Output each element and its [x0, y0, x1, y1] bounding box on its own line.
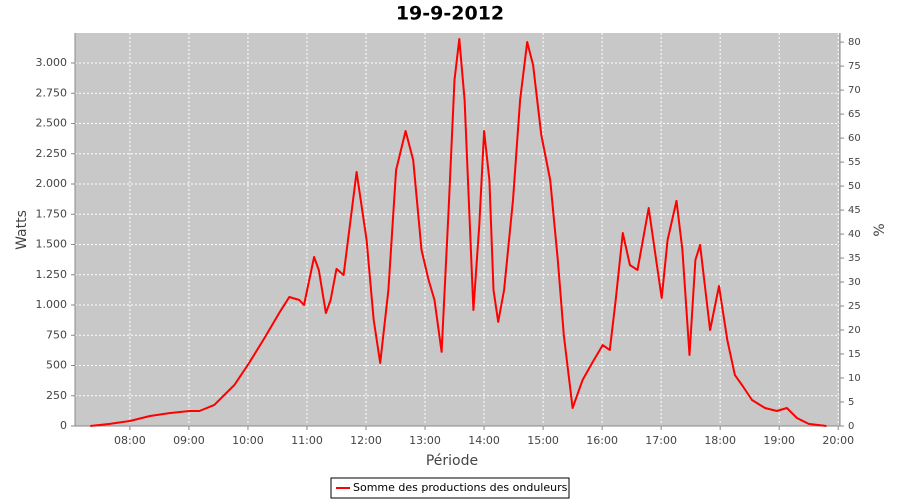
y-tick-label: 0 — [60, 419, 67, 432]
x-tick-label: 08:00 — [114, 434, 146, 447]
x-tick-label: 10:00 — [232, 434, 264, 447]
y2-tick-label: 0 — [848, 421, 854, 432]
y-tick-label: 2.750 — [36, 86, 68, 99]
y2-tick-label: 75 — [848, 61, 861, 72]
y-tick-label: 250 — [46, 389, 67, 402]
y2-tick-label: 5 — [848, 397, 854, 408]
legend-label: Somme des productions des onduleurs — [353, 481, 568, 494]
y2-tick-label: 65 — [848, 109, 861, 120]
x-axis-label: Période — [426, 453, 478, 469]
y2-tick-label: 35 — [848, 253, 861, 264]
y2-tick-label: 25 — [848, 301, 861, 312]
y2-tick-label: 15 — [848, 349, 861, 360]
y-tick-label: 500 — [46, 359, 67, 372]
chart-title: 19-9-2012 — [396, 3, 504, 25]
y-tick-label: 1.250 — [36, 268, 68, 281]
y-tick-label: 750 — [46, 328, 67, 341]
x-tick-label: 13:00 — [409, 434, 441, 447]
y2-tick-label: 30 — [848, 277, 861, 288]
y2-tick-label: 50 — [848, 181, 861, 192]
y-tick-label: 2.000 — [36, 177, 68, 190]
y2-tick-label: 20 — [848, 325, 861, 336]
legend-box — [330, 477, 570, 499]
y-tick-label: 1.500 — [36, 238, 68, 251]
x-tick-label: 11:00 — [291, 434, 323, 447]
y-tick-label: 2.250 — [36, 147, 68, 160]
x-tick-label: 18:00 — [704, 434, 736, 447]
plot-area — [75, 33, 840, 426]
y-tick-label: 2.500 — [36, 117, 68, 130]
y2-axis-label: % — [872, 223, 888, 236]
y2-tick-label: 60 — [848, 133, 861, 144]
y-tick-label: 1.750 — [36, 207, 68, 220]
y2-tick-label: 45 — [848, 205, 861, 216]
y2-tick-label: 70 — [848, 85, 861, 96]
y2-tick-label: 40 — [848, 229, 861, 240]
y2-tick-label: 80 — [848, 37, 861, 48]
x-tick-label: 12:00 — [350, 434, 382, 447]
line-series — [90, 38, 827, 427]
x-tick-label: 16:00 — [586, 434, 618, 447]
x-tick-label: 14:00 — [468, 434, 500, 447]
x-tick-label: 20:00 — [822, 434, 854, 447]
y2-tick-label: 55 — [848, 157, 861, 168]
y-tick-label: 1.000 — [36, 298, 68, 311]
y-axis-label: Watts — [14, 210, 30, 250]
y2-tick-label: 10 — [848, 373, 861, 384]
x-tick-label: 15:00 — [527, 434, 559, 447]
x-tick-label: 19:00 — [763, 434, 795, 447]
x-tick-label: 09:00 — [173, 434, 205, 447]
x-tick-label: 17:00 — [645, 434, 677, 447]
y-tick-label: 3.000 — [36, 56, 68, 69]
